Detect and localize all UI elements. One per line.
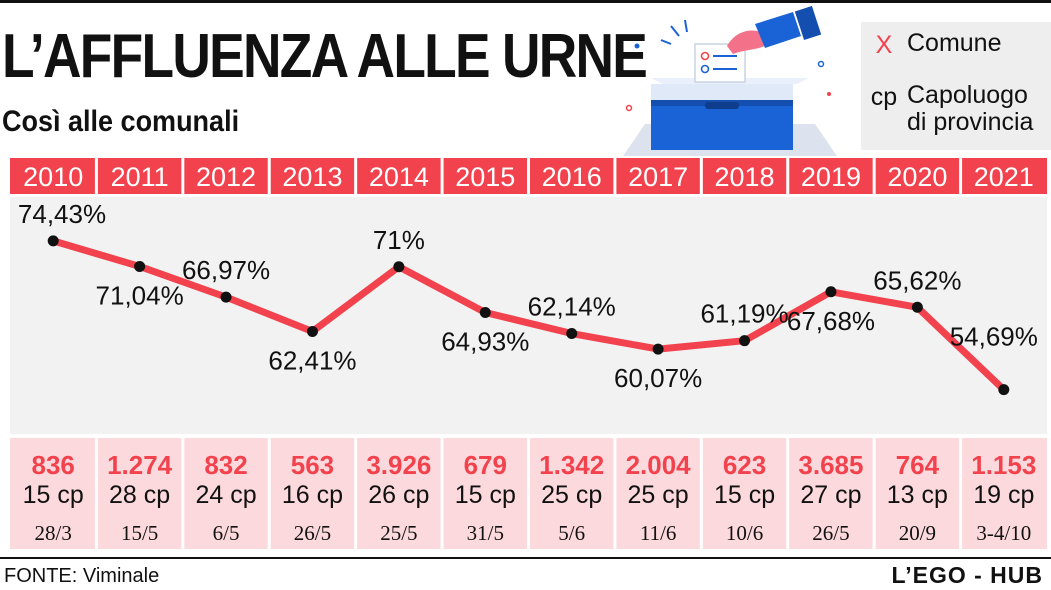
comuni-count: 3.685: [798, 450, 863, 480]
capoluoghi-count: 15 cp: [23, 481, 84, 509]
year-label: 2016: [542, 162, 602, 192]
capoluoghi-count: 26 cp: [368, 481, 429, 509]
year-label: 2013: [282, 162, 342, 192]
election-date: 3-4/10: [976, 521, 1031, 545]
legend: X Comune cp Capoluogo di provincia: [861, 22, 1051, 150]
year-label: 2012: [196, 162, 256, 192]
comuni-count: 679: [464, 450, 507, 480]
year-label: 2020: [887, 162, 947, 192]
legend-label-capoluogo-line1: Capoluogo: [907, 81, 1028, 109]
comuni-count: 3.926: [366, 450, 431, 480]
data-point: [739, 335, 751, 347]
election-date: 11/6: [640, 521, 677, 545]
capoluoghi-count: 19 cp: [973, 481, 1034, 509]
data-point: [825, 286, 837, 298]
value-label: 71%: [373, 225, 425, 255]
comuni-count: 2.004: [626, 450, 692, 480]
election-date: 15/5: [121, 521, 158, 545]
capoluoghi-count: 25 cp: [628, 481, 689, 509]
year-label: 2011: [111, 162, 169, 192]
page-title: L’AFFLUENZA ALLE URNE: [2, 22, 648, 91]
value-label: 64,93%: [441, 326, 529, 356]
data-point: [134, 260, 146, 272]
comuni-count: 563: [291, 450, 334, 480]
capoluoghi-count: 24 cp: [195, 481, 256, 509]
page-subtitle: Così alle comunali: [2, 105, 240, 138]
legend-item-capoluogo: cp Capoluogo di provincia: [861, 82, 1034, 136]
value-label: 67,68%: [787, 306, 875, 336]
value-label: 71,04%: [96, 280, 184, 310]
capoluoghi-count: 13 cp: [887, 481, 948, 509]
capoluoghi-count: 27 cp: [800, 481, 861, 509]
capoluoghi-count: 15 cp: [455, 481, 516, 509]
year-label: 2010: [23, 162, 83, 192]
brand-logo: L’EGO - HUB: [891, 562, 1043, 588]
legend-symbol-capoluogo: cp: [870, 83, 898, 111]
year-label: 2017: [628, 162, 688, 192]
capoluoghi-count: 25 cp: [541, 481, 602, 509]
election-date: 6/5: [213, 521, 240, 545]
election-date: 5/6: [558, 521, 585, 545]
ballot-box-icon: [623, 6, 837, 156]
value-label: 65,62%: [873, 265, 961, 295]
turnout-line: [49, 237, 1008, 394]
plot-band: [10, 197, 1047, 434]
election-date: 25/5: [380, 521, 417, 545]
data-point: [479, 306, 491, 318]
data-point: [911, 301, 923, 313]
year-label: 2018: [715, 162, 775, 192]
capoluoghi-count: 16 cp: [282, 481, 343, 509]
legend-label-capoluogo-line2: di provincia: [907, 108, 1034, 136]
election-date: 20/9: [899, 521, 936, 545]
legend-label-comune: Comune: [907, 29, 1002, 57]
value-label: 66,97%: [182, 255, 270, 285]
value-label: 54,69%: [950, 322, 1038, 352]
year-label: 2014: [369, 162, 429, 192]
source-note: FONTE: Viminale: [4, 565, 160, 587]
data-point: [566, 328, 578, 340]
data-point: [220, 291, 232, 303]
value-label: 62,14%: [528, 292, 616, 322]
election-date: 10/6: [726, 521, 763, 545]
data-point: [393, 261, 405, 273]
data-point: [998, 384, 1010, 396]
legend-label-capoluogo: Capoluogo di provincia: [907, 82, 1033, 136]
comuni-count: 623: [723, 450, 766, 480]
legend-symbol-comune: X: [875, 31, 893, 59]
capoluoghi-count: 15 cp: [714, 481, 775, 509]
data-point: [652, 343, 664, 355]
data-point: [306, 325, 318, 337]
value-label: 61,19%: [700, 299, 788, 329]
year-label: 2015: [455, 162, 515, 192]
bottom-rule: [0, 557, 1051, 559]
data-point: [47, 235, 59, 247]
capoluoghi-count: 28 cp: [109, 481, 170, 509]
election-date: 28/3: [35, 521, 72, 545]
comuni-count: 764: [896, 450, 940, 480]
top-rule: [0, 0, 1051, 3]
comuni-count: 1.153: [971, 450, 1036, 480]
election-date: 26/5: [294, 521, 331, 545]
legend-item-comune: X Comune: [861, 30, 1002, 60]
value-label: 62,41%: [268, 345, 356, 375]
value-label: 74,43%: [18, 199, 106, 229]
comuni-count: 836: [32, 450, 75, 480]
comuni-count: 832: [204, 450, 247, 480]
comuni-count: 1.342: [539, 450, 604, 480]
year-label: 2021: [974, 162, 1034, 192]
comuni-count: 1.274: [107, 450, 173, 480]
election-date: 26/5: [812, 521, 849, 545]
year-label: 2019: [801, 162, 861, 192]
value-label: 60,07%: [614, 363, 702, 393]
election-date: 31/5: [467, 521, 504, 545]
